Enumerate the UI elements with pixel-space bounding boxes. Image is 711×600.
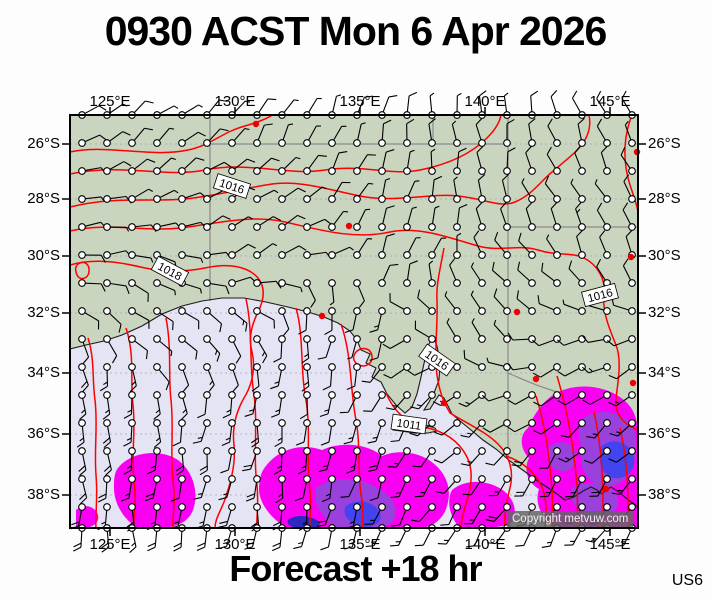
lat-label-left: 28°S <box>27 190 60 207</box>
city-dot-layer <box>252 120 641 493</box>
model-id-label: US6 <box>671 572 703 589</box>
lon-label-top: 135°E <box>339 93 381 110</box>
lat-label-left: 32°S <box>27 304 60 321</box>
lat-label-right: 34°S <box>648 364 681 381</box>
wind-barb-layer <box>70 89 636 553</box>
lat-label-right: 38°S <box>648 486 681 503</box>
lat-label-left: 36°S <box>27 425 60 442</box>
lon-label-bottom: 130°E <box>214 536 256 553</box>
svg-text:1011: 1011 <box>396 418 422 433</box>
lat-label-right: 32°S <box>648 304 681 321</box>
lat-label-right: 30°S <box>648 247 681 264</box>
lon-label-bottom: 135°E <box>339 536 381 553</box>
coastline-layer <box>70 297 638 508</box>
lon-label-top: 130°E <box>214 93 256 110</box>
lat-label-left: 38°S <box>27 486 60 503</box>
lon-label-bottom: 125°E <box>89 536 131 553</box>
lon-label-bottom: 145°E <box>589 536 631 553</box>
map-frame <box>62 107 646 536</box>
lat-label-right: 28°S <box>648 190 681 207</box>
lat-label-right: 36°S <box>648 425 681 442</box>
chart-title: 0930 ACST Mon 6 Apr 2026 <box>104 8 608 54</box>
lon-label-top: 145°E <box>589 93 631 110</box>
lat-label-right: 26°S <box>648 135 681 152</box>
forecast-hour-label: Forecast +18 hr <box>229 548 482 589</box>
lon-label-bottom: 140°E <box>464 536 506 553</box>
copyright-watermark: Copyright metvuw.com <box>507 511 634 527</box>
lon-label-top: 125°E <box>89 93 131 110</box>
lat-label-left: 26°S <box>27 135 60 152</box>
lon-label-top: 140°E <box>464 93 506 110</box>
lat-label-left: 30°S <box>27 247 60 264</box>
lat-label-left: 34°S <box>27 364 60 381</box>
